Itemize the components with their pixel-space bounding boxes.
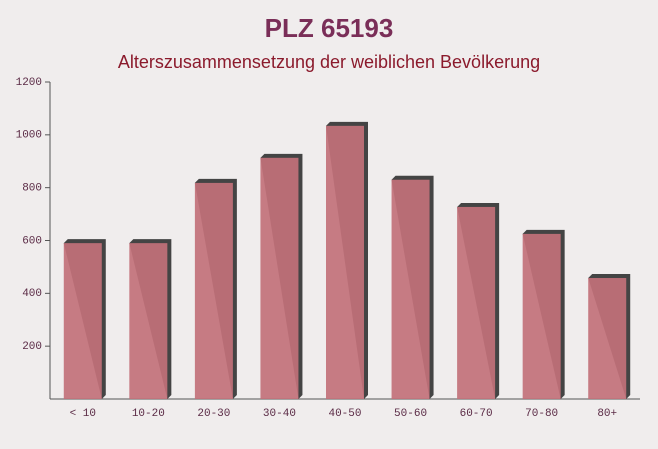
x-tick-label: 40-50 <box>328 408 361 420</box>
x-tick-label: < 10 <box>70 408 96 420</box>
x-tick-label: 70-80 <box>525 408 558 420</box>
y-tick-label: 800 <box>22 183 42 195</box>
bar <box>63 243 102 399</box>
bar <box>457 206 496 399</box>
y-tick-label: 1000 <box>16 130 42 142</box>
chart-subtitle: Alterszusammensetzung der weiblichen Bev… <box>118 52 540 72</box>
bar <box>522 233 561 399</box>
x-tick-label: 50-60 <box>394 408 427 420</box>
y-tick-label: 600 <box>22 235 42 247</box>
x-tick-label: 30-40 <box>263 408 296 420</box>
bar <box>260 157 299 399</box>
bar <box>326 125 364 399</box>
bar <box>391 179 430 399</box>
x-tick-label: 60-70 <box>460 408 493 420</box>
chart-title: PLZ 65193 <box>265 13 394 43</box>
y-tick-label: 200 <box>22 341 42 353</box>
x-tick-label: 10-20 <box>132 408 165 420</box>
y-tick-label: 1200 <box>16 77 42 89</box>
y-tick-label: 400 <box>22 288 42 300</box>
x-tick-label: 20-30 <box>197 408 230 420</box>
bar <box>129 243 168 399</box>
x-tick-label: 80+ <box>597 408 617 420</box>
bar <box>194 182 233 399</box>
bar <box>588 278 627 399</box>
